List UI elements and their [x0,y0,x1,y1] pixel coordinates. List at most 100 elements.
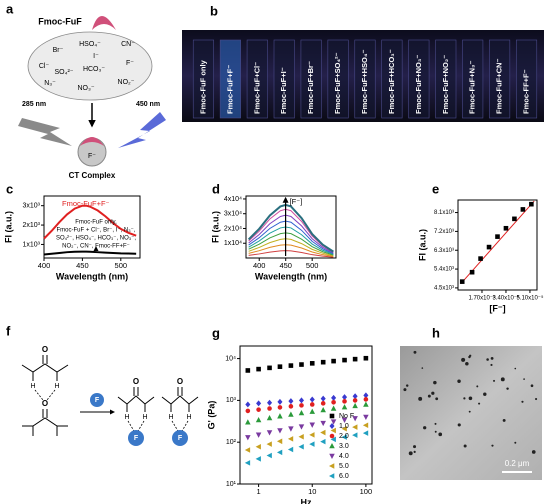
vial-label: Fmoc-FuF+F⁻ [225,65,234,114]
particle [486,358,489,361]
particle [421,367,424,369]
legend-label: No F [339,413,354,420]
point [244,460,251,466]
point [342,357,347,363]
panel-label: g [212,325,220,340]
anion: NO₃⁻ [77,85,94,92]
particle [468,355,471,359]
vial-label: Fmoc-FuF+NO₂⁻ [441,55,450,114]
particle [434,422,437,425]
vial-label: Fmoc-FuF+Cl⁻ [252,62,261,114]
anion: CN⁻ [121,41,135,48]
line [248,214,334,254]
urea-dimer: O H H O [21,345,69,436]
point [362,430,369,436]
particle [500,377,505,382]
point [330,427,336,434]
legend-label: 5.0 [339,463,349,470]
vial [462,39,484,119]
particle [457,423,461,427]
y-axis-label: FI (a.u.) [3,211,13,243]
vial-label: Fmoc-FF+F⁻ [522,69,531,114]
x-axis-label: Hz [301,497,312,504]
vial-row: Fmoc-FuF only Fmoc-FuF+F⁻ Fmoc-FuF+Cl⁻ Fmoc… [192,39,538,119]
y-axis-label: FI (a.u.) [417,229,427,261]
point [342,394,348,401]
point [363,397,369,402]
point [266,414,273,421]
line [248,208,334,253]
point [288,411,294,417]
y-tick-label: 7.2x10³ [434,229,454,235]
point [277,364,283,369]
panel-f: f O H H O F O H H F O [6,323,199,446]
anion-cloud [27,31,153,101]
particle [418,396,423,401]
x-axis-label: Wavelength (nm) [56,271,128,281]
legend-marker [329,423,335,429]
anion: HSO₄⁻ [79,41,101,48]
y-axis-label: G' (Pa) [206,401,216,430]
vial [273,39,295,119]
point [277,398,283,405]
particle [423,426,427,430]
particle [478,402,481,405]
atom: H [142,414,147,421]
particle [502,418,506,422]
point [331,394,337,401]
plot-frame [43,195,141,259]
y-tick-label: 3x10³ [22,203,40,210]
particle [531,450,536,454]
vial [300,39,322,119]
scale-bar-label: 0.2 μm [505,459,530,468]
point [469,269,475,275]
x-tick-label: 3.40x10⁻⁵ [492,295,520,302]
particle [506,387,509,390]
vial [435,39,457,119]
particle [514,441,517,444]
point [503,225,509,231]
vial [516,39,538,119]
line [43,250,137,256]
point [299,362,304,367]
legend-marker [329,443,335,449]
point [309,402,315,407]
vial [246,39,268,119]
point [298,443,304,450]
point [256,407,261,412]
point [331,400,336,405]
point [298,433,304,440]
molecule-icon [92,16,116,30]
panel-label: d [212,181,220,196]
anion: NO₂⁻ [118,79,135,86]
point [267,365,272,371]
panel-label: c [6,181,13,196]
point [277,428,283,434]
y-tick-label: 10⁴ [225,355,236,362]
vial [327,39,349,119]
point [277,405,283,410]
particle [457,379,461,384]
emission-bolt [118,112,166,148]
atom: H [54,383,59,390]
atom: O [133,377,139,386]
x-axis-label: Wavelength (nm) [255,271,327,281]
urea-fluoride: O H H F [117,377,155,446]
point [245,419,251,425]
vial-label: Fmoc-FuF only [198,59,207,114]
point [309,408,316,414]
point [266,441,272,447]
panel-h: h 0.2 μm [400,325,542,480]
legend-marker [329,413,335,419]
point [486,244,492,250]
y-tick-label: 1x10⁴ [224,240,242,247]
anion: F⁻ [126,60,134,67]
vial [354,39,376,119]
complex-label: CT Complex [69,171,116,180]
point [245,435,251,441]
legend-label: 6.0 [339,473,349,480]
legend-marker [329,473,335,479]
line [248,250,334,258]
atom: O [42,399,48,408]
line [248,220,334,255]
